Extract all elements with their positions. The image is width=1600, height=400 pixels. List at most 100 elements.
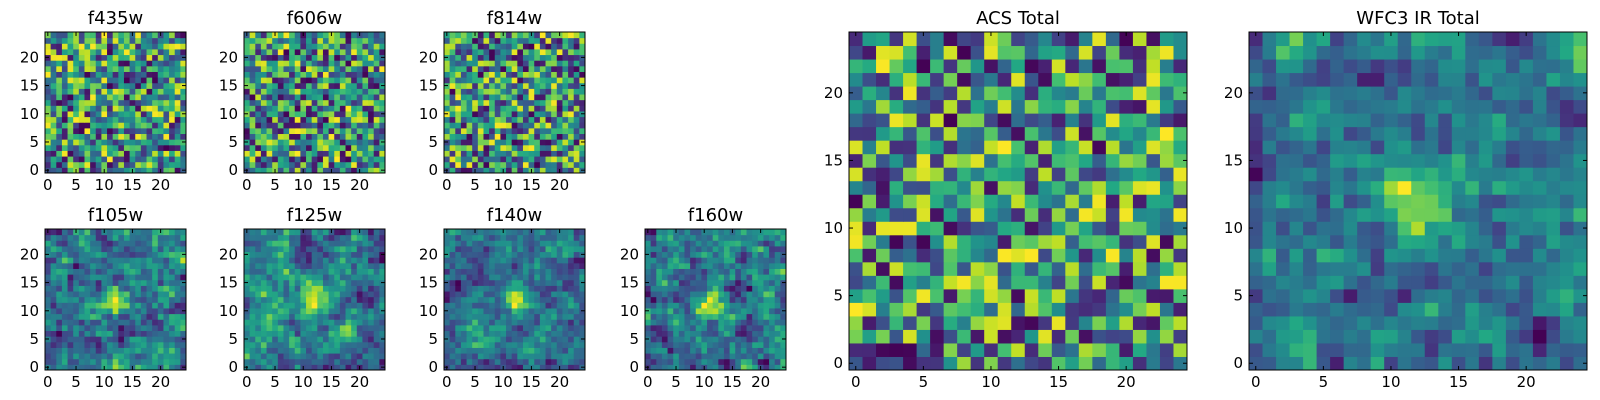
heatmap-cell xyxy=(260,364,268,371)
heatmap-cell xyxy=(568,336,575,343)
heatmap-cell xyxy=(849,329,864,344)
heatmap-cell xyxy=(107,296,114,303)
heatmap-cell xyxy=(477,127,484,135)
heatmap-cell xyxy=(157,105,164,112)
heatmap-cell xyxy=(769,291,776,298)
heatmap-cell xyxy=(152,88,159,95)
heatmap-cell xyxy=(123,347,131,354)
heatmap-cell xyxy=(551,245,558,253)
heatmap-cell xyxy=(368,341,375,348)
heatmap-cell xyxy=(135,262,142,269)
heatmap-cell xyxy=(45,257,52,264)
heatmap-cell xyxy=(123,116,131,123)
heatmap-cell xyxy=(146,279,153,286)
heatmap-cell xyxy=(339,324,347,332)
heatmap-cell xyxy=(90,268,97,275)
heatmap-cell xyxy=(460,122,468,129)
heatmap-cell xyxy=(780,245,787,253)
heatmap-cell xyxy=(556,37,563,44)
heatmap-cell xyxy=(534,144,541,151)
heatmap-cell xyxy=(735,257,742,264)
heatmap-cell xyxy=(129,296,136,303)
heatmap-cell xyxy=(650,347,657,354)
heatmap-cell xyxy=(328,150,335,157)
heatmap-cell xyxy=(129,156,136,163)
heatmap-cell xyxy=(277,364,284,371)
heatmap-cell xyxy=(483,122,490,129)
heatmap-cell xyxy=(351,116,358,123)
heatmap-cell xyxy=(283,347,290,354)
heatmap-cell xyxy=(73,77,80,84)
heatmap-cell xyxy=(707,279,714,286)
heatmap-cell xyxy=(545,330,552,337)
heatmap-cell xyxy=(129,274,136,281)
heatmap-cell xyxy=(539,116,547,123)
heatmap-cell xyxy=(277,94,284,101)
heatmap-cell xyxy=(244,319,251,326)
heatmap-cell xyxy=(984,275,999,290)
heatmap-cell xyxy=(449,60,456,67)
heatmap-cell xyxy=(506,229,513,236)
heatmap-cell xyxy=(916,261,931,276)
heatmap-cell xyxy=(746,364,753,371)
heatmap-cell xyxy=(889,153,904,168)
heatmap-cell xyxy=(477,71,484,78)
heatmap-cell xyxy=(573,37,580,44)
y-tick-label: 5 xyxy=(29,133,39,151)
heatmap-cell xyxy=(556,161,563,168)
heatmap-cell xyxy=(266,279,273,286)
heatmap-cell xyxy=(673,262,680,269)
heatmap-cell xyxy=(517,48,524,56)
heatmap-cell xyxy=(90,77,97,84)
heatmap-cell xyxy=(152,336,159,343)
heatmap-cell xyxy=(650,341,657,348)
heatmap-cell xyxy=(500,245,507,253)
heatmap-cell xyxy=(146,99,153,106)
heatmap-cell xyxy=(345,110,352,118)
heatmap-cell xyxy=(90,88,97,95)
heatmap-cell xyxy=(362,330,369,337)
heatmap-cell xyxy=(101,144,108,151)
heatmap-cell xyxy=(78,324,85,332)
x-tick-label: 20 xyxy=(550,176,569,194)
heatmap-cell xyxy=(1092,167,1107,182)
heatmap-cell xyxy=(345,274,352,281)
heatmap-cell xyxy=(573,307,580,315)
heatmap-cell xyxy=(95,364,102,371)
heatmap-cell xyxy=(545,324,552,332)
heatmap-cell xyxy=(334,167,341,174)
heatmap-cell xyxy=(322,313,330,320)
heatmap-cell xyxy=(249,364,256,371)
heatmap-cell xyxy=(645,347,652,354)
heatmap-cell xyxy=(112,234,119,241)
heatmap-cell xyxy=(500,54,507,61)
heatmap-cell xyxy=(255,279,262,286)
heatmap-cell xyxy=(494,144,501,151)
heatmap-cell xyxy=(157,82,164,89)
heatmap-cell xyxy=(362,347,369,354)
heatmap-cell xyxy=(673,330,680,337)
heatmap-cell xyxy=(351,60,358,67)
heatmap-cell xyxy=(774,234,781,241)
heatmap-cell xyxy=(707,358,714,365)
heatmap-cell xyxy=(152,116,159,123)
heatmap-cell xyxy=(551,99,558,106)
heatmap-cell xyxy=(272,144,279,151)
heatmap-cell xyxy=(78,313,85,320)
heatmap-cell xyxy=(169,88,176,95)
heatmap-cell xyxy=(73,274,80,281)
heatmap-cell xyxy=(129,77,136,84)
heatmap-cell xyxy=(957,302,972,317)
heatmap-cell xyxy=(362,150,369,157)
heatmap-cell xyxy=(757,336,764,343)
heatmap-cell xyxy=(690,262,697,269)
heatmap-cell xyxy=(45,99,52,106)
heatmap-cell xyxy=(112,353,119,360)
heatmap-cell xyxy=(483,336,490,343)
heatmap-cell xyxy=(294,99,301,106)
heatmap-cell xyxy=(272,324,279,332)
heatmap-cell xyxy=(466,43,473,50)
heatmap-cell xyxy=(294,48,301,56)
heatmap-cell xyxy=(573,65,580,72)
heatmap-cell xyxy=(534,251,541,258)
